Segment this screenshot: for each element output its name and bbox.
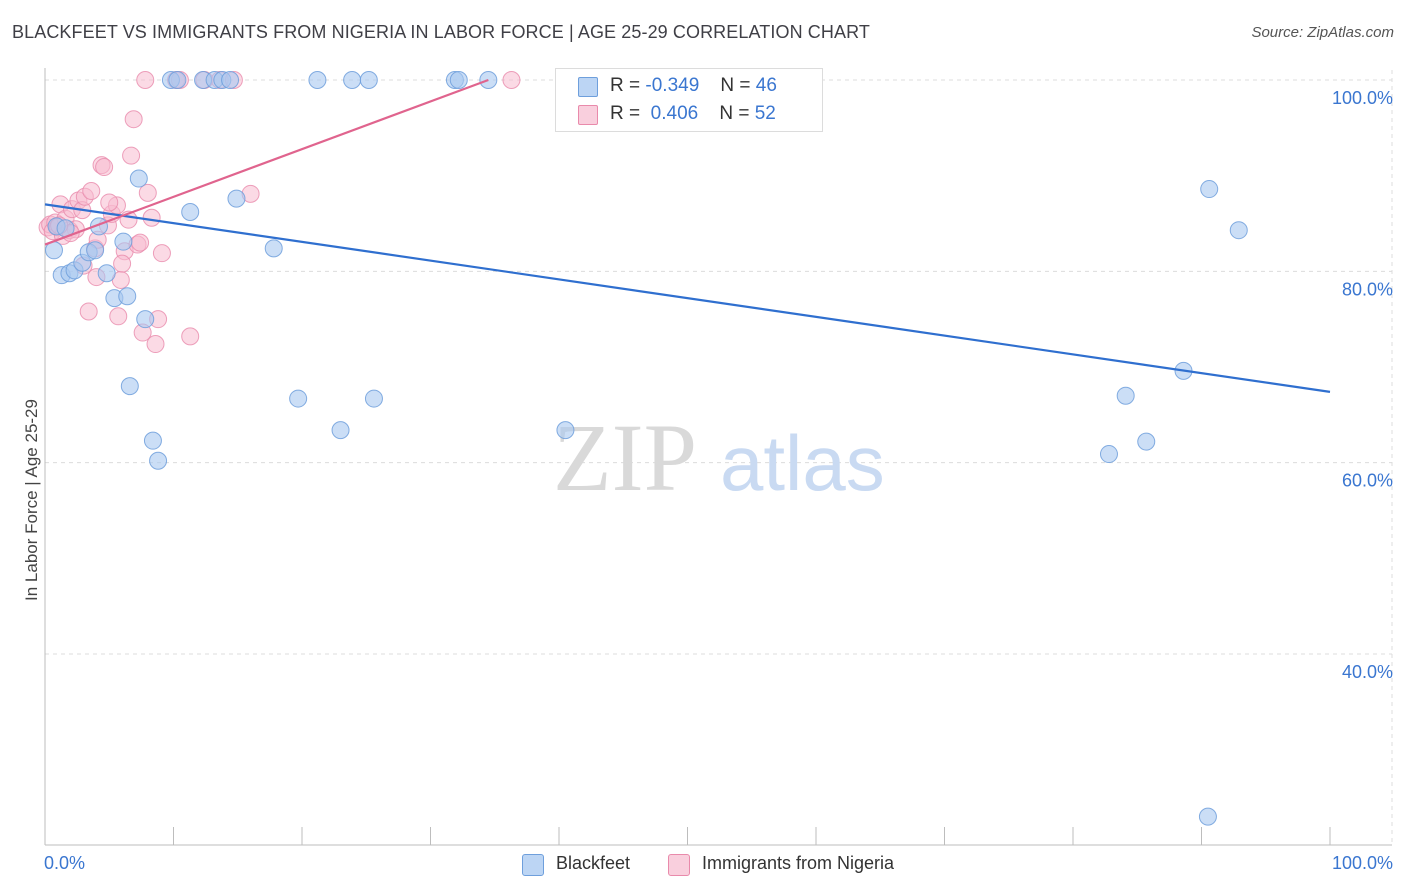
data-point-blackfeet xyxy=(120,377,139,396)
data-point-blackfeet xyxy=(308,71,327,89)
legend-label-nigeria: Immigrants from Nigeria xyxy=(702,853,895,873)
chart-source: Source: ZipAtlas.com xyxy=(1251,24,1394,41)
data-point-nigeria xyxy=(82,181,101,200)
data-point-nigeria xyxy=(136,71,155,89)
series-blackfeet-points xyxy=(44,71,1248,826)
data-point-blackfeet xyxy=(143,431,162,450)
correlation-legend: R = -0.349 N = 46 R = 0.406 N = 52 xyxy=(555,68,823,132)
data-point-blackfeet xyxy=(97,264,116,283)
data-point-blackfeet xyxy=(1137,432,1156,451)
y-tick-label: 80.0% xyxy=(1342,279,1393,299)
watermark-atlas: atlas xyxy=(720,419,885,507)
data-point-blackfeet xyxy=(129,169,148,188)
data-point-blackfeet xyxy=(364,389,383,408)
chart-title: BLACKFEET VS IMMIGRANTS FROM NIGERIA IN … xyxy=(12,22,870,42)
data-point-nigeria xyxy=(146,335,165,354)
data-point-blackfeet xyxy=(1198,807,1217,826)
gridlines xyxy=(45,70,1393,845)
watermark-zip: ZIP xyxy=(553,404,697,511)
data-point-blackfeet xyxy=(114,232,133,251)
data-point-blackfeet xyxy=(331,421,350,440)
data-point-nigeria xyxy=(124,110,143,129)
legend-n-label: N = xyxy=(720,75,751,96)
data-point-blackfeet xyxy=(149,451,168,470)
legend-label-blackfeet: Blackfeet xyxy=(556,853,631,873)
data-point-nigeria xyxy=(122,146,141,165)
data-point-blackfeet xyxy=(289,389,308,408)
y-axis-label-wrap: In Labor Force | Age 25-29 xyxy=(18,300,46,700)
tick-labels: 40.0% 60.0% 80.0% 100.0% 0.0% 100.0% xyxy=(44,88,1393,873)
x-tick-label: 100.0% xyxy=(1332,853,1393,873)
legend-r-blackfeet: -0.349 xyxy=(645,75,700,96)
data-point-blackfeet xyxy=(118,287,137,306)
data-point-blackfeet xyxy=(86,241,105,260)
legend-n-nigeria: 52 xyxy=(754,103,776,124)
data-point-blackfeet xyxy=(227,189,246,208)
legend-r-label: R = xyxy=(610,75,641,96)
data-point-blackfeet xyxy=(1229,221,1248,240)
data-point-nigeria xyxy=(100,193,119,212)
legend-n-label: N = xyxy=(719,103,750,124)
trend-lines xyxy=(44,78,1331,393)
legend-swatch-blackfeet xyxy=(522,854,544,876)
x-tick-label: 0.0% xyxy=(44,853,85,873)
data-point-blackfeet xyxy=(343,71,362,89)
trend-line-blackfeet xyxy=(44,203,1331,393)
legend-swatch-nigeria xyxy=(668,854,690,876)
data-point-blackfeet xyxy=(1099,445,1118,464)
data-point-blackfeet xyxy=(359,71,378,89)
data-point-blackfeet xyxy=(221,71,240,89)
data-point-blackfeet xyxy=(181,203,200,222)
data-point-nigeria xyxy=(95,158,114,177)
legend-r-label: R = xyxy=(610,103,641,124)
data-point-nigeria xyxy=(181,327,200,346)
series-nigeria-points xyxy=(38,71,521,354)
data-point-nigeria xyxy=(152,244,171,263)
legend-n-blackfeet: 46 xyxy=(755,75,777,96)
y-tick-label: 40.0% xyxy=(1342,662,1393,682)
data-point-blackfeet xyxy=(168,71,187,89)
data-point-nigeria xyxy=(79,302,98,321)
data-point-blackfeet xyxy=(449,71,468,89)
data-point-nigeria xyxy=(502,71,521,89)
watermark: ZIP atlas xyxy=(553,404,885,511)
data-point-blackfeet xyxy=(136,310,155,329)
y-axis-label: In Labor Force | Age 25-29 xyxy=(22,399,41,601)
data-point-nigeria xyxy=(109,307,128,326)
data-point-nigeria xyxy=(113,254,132,273)
legend-r-nigeria: 0.406 xyxy=(650,103,699,124)
data-point-nigeria xyxy=(142,208,161,227)
data-point-blackfeet xyxy=(1200,180,1219,199)
data-point-nigeria xyxy=(138,183,157,202)
data-point-nigeria xyxy=(131,233,150,252)
trend-line-nigeria xyxy=(44,78,489,246)
legend-swatch-nigeria xyxy=(578,105,598,125)
data-point-blackfeet xyxy=(556,421,575,440)
legend-swatch-blackfeet xyxy=(578,77,598,97)
y-tick-label: 100.0% xyxy=(1332,88,1393,108)
axes xyxy=(44,68,1392,846)
data-point-blackfeet xyxy=(1116,386,1135,405)
data-point-blackfeet xyxy=(264,239,283,258)
y-tick-label: 60.0% xyxy=(1342,471,1393,491)
